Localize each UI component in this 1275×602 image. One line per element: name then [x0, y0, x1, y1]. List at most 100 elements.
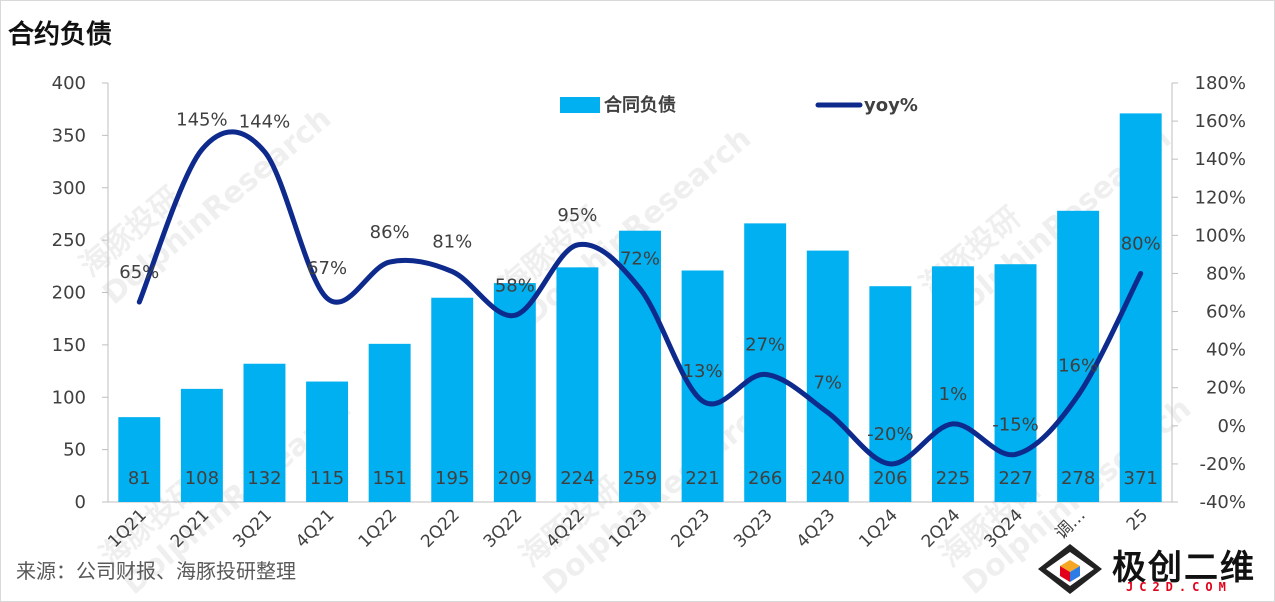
- legend-bar-swatch: [560, 97, 600, 113]
- y-tick-label-right: 60%: [1206, 302, 1246, 323]
- legend-bar-label: 合同负债: [604, 94, 676, 116]
- yoy-label: 145%: [176, 110, 227, 131]
- y-tick-label-right: -20%: [1199, 454, 1246, 475]
- x-tick-label: 1Q21: [104, 505, 151, 552]
- yoy-point: [450, 269, 455, 274]
- bar: [744, 223, 787, 503]
- y-tick-label-right: 40%: [1206, 340, 1246, 361]
- bar: [180, 388, 223, 502]
- yoy-label: 58%: [495, 275, 535, 296]
- bar: [493, 283, 536, 502]
- x-tick-label: 1Q22: [355, 505, 402, 552]
- yoy-point: [1013, 452, 1018, 457]
- y-tick-label-right: 120%: [1195, 187, 1246, 208]
- bar-value-label: 371: [1124, 468, 1158, 489]
- bar-value-label: 224: [560, 468, 594, 489]
- legend-line-label: yoy%: [864, 95, 918, 116]
- y-tick-label-left: 350: [52, 125, 86, 146]
- y-tick-label-left: 50: [63, 440, 86, 461]
- bar: [556, 267, 599, 502]
- bar: [368, 343, 411, 502]
- y-tick-label-right: 0%: [1217, 416, 1246, 437]
- bar-value-label: 266: [748, 468, 782, 489]
- y-tick-label-left: 200: [52, 283, 86, 304]
- yoy-line: [136, 129, 1144, 467]
- yoy-point: [325, 296, 330, 301]
- bar: [806, 250, 849, 502]
- bar-value-label: 209: [498, 468, 532, 489]
- y-tick-label-left: 100: [52, 387, 86, 408]
- source-note: 来源：公司财报、海豚投研整理: [16, 559, 296, 583]
- yoy-point: [1076, 393, 1081, 398]
- y-tick-label-right: 80%: [1206, 263, 1246, 284]
- yoy-point: [137, 300, 142, 305]
- bar: [118, 417, 161, 502]
- y-tick-label-right: 160%: [1195, 111, 1246, 132]
- yoy-point: [950, 421, 955, 426]
- yoy-point: [199, 147, 204, 152]
- x-tick-label: 3Q24: [981, 505, 1028, 552]
- bar-value-label: 108: [185, 468, 219, 489]
- y-tick-label-left: 0: [75, 492, 86, 513]
- yoy-label: 86%: [370, 222, 410, 243]
- y-tick-label-right: 100%: [1195, 225, 1246, 246]
- x-tick-label: 25: [1123, 505, 1152, 534]
- y-tick-label-left: 300: [52, 178, 86, 199]
- yoy-point: [638, 286, 642, 291]
- x-tick-label: 1Q24: [855, 505, 902, 552]
- bar-value-label: 195: [435, 468, 469, 489]
- x-tick-label: 2Q21: [167, 505, 214, 552]
- bar: [306, 381, 349, 502]
- yoy-point: [512, 313, 517, 318]
- logo-subtext: JC2D.COM: [1126, 580, 1232, 594]
- bar: [431, 297, 474, 502]
- yoy-label: 95%: [557, 205, 597, 226]
- y-tick-label-left: 400: [52, 73, 86, 94]
- yoy-point: [700, 399, 705, 404]
- x-tick-label: 2Q24: [918, 505, 965, 552]
- y-tick-label-right: 140%: [1195, 149, 1246, 170]
- yoy-label: 1%: [939, 384, 968, 405]
- yoy-label: 80%: [1121, 233, 1161, 254]
- bar-value-label: 132: [247, 468, 281, 489]
- bar: [931, 266, 974, 502]
- x-tick-label: 调…: [1051, 505, 1089, 543]
- yoy-label: 13%: [683, 361, 723, 382]
- bar: [619, 230, 661, 502]
- site-logo: [1030, 540, 1272, 598]
- bar-value-label: 278: [1061, 468, 1095, 489]
- yoy-label: 81%: [432, 232, 472, 253]
- cube-icon: [1038, 544, 1102, 594]
- x-tick-label: 3Q21: [229, 505, 276, 552]
- x-tick-label: 2Q22: [417, 505, 464, 552]
- y-tick-label-right: 20%: [1206, 378, 1246, 399]
- bar-value-label: 206: [873, 468, 907, 489]
- chart-title: 合约负债: [8, 20, 113, 50]
- yoy-point: [888, 461, 893, 466]
- yoy-point: [1138, 271, 1143, 276]
- bar-value-label: 115: [310, 468, 344, 489]
- y-tick-label-left: 250: [52, 230, 86, 251]
- x-tick-label: 1Q23: [605, 505, 652, 552]
- y-tick-label-left: 150: [52, 335, 86, 356]
- bar-value-label: 227: [998, 468, 1032, 489]
- yoy-label: 67%: [307, 258, 347, 279]
- bar-value-label: 240: [811, 468, 845, 489]
- logo-text: 极创二维: [1112, 548, 1256, 588]
- yoy-label: 7%: [813, 372, 842, 393]
- yoy-point: [575, 242, 580, 247]
- x-tick-label: 2Q23: [668, 505, 715, 552]
- x-tick-label: 4Q21: [292, 505, 339, 552]
- x-tick-label: 4Q23: [793, 505, 840, 552]
- yoy-label: 27%: [745, 334, 785, 355]
- y-tick-label-right: -40%: [1199, 492, 1246, 513]
- bar-value-label: 151: [372, 468, 406, 489]
- bar: [1057, 210, 1100, 503]
- yoy-label: -15%: [992, 414, 1039, 435]
- bar: [243, 363, 286, 502]
- x-tick-label: 4Q22: [542, 505, 589, 552]
- yoy-label: -20%: [867, 424, 914, 445]
- yoy-point: [387, 260, 392, 265]
- yoy-label: 72%: [620, 249, 660, 270]
